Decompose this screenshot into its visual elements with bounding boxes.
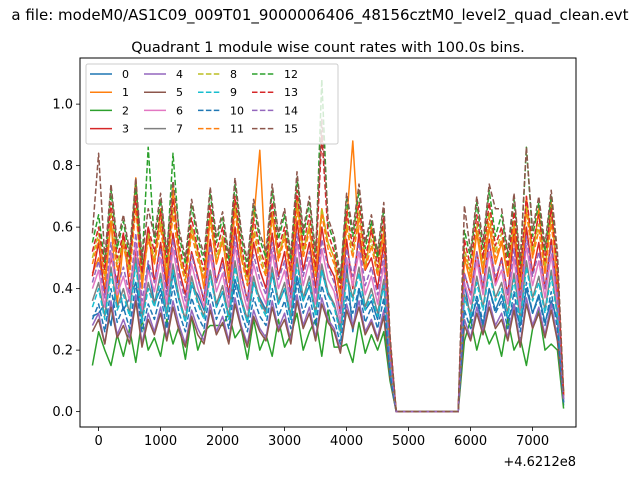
y-tick-label: 1.0: [52, 98, 73, 113]
y-tick-label: 0.6: [52, 221, 73, 236]
legend-label-8: 8: [230, 68, 237, 81]
x-tick-label: 4000: [330, 434, 363, 449]
series-layer: [91, 78, 565, 413]
legend-label-15: 15: [284, 123, 298, 136]
series-line-13: [91, 134, 565, 413]
x-offset-label: +4.6212e8: [503, 455, 576, 470]
legend-label-9: 9: [230, 86, 237, 99]
x-tick-label: 5000: [392, 434, 425, 449]
legend-label-12: 12: [284, 68, 298, 81]
series-line-2: [91, 309, 565, 413]
x-tick-label: 6000: [454, 434, 487, 449]
legend-label-1: 1: [122, 86, 129, 99]
chart-title: Quadrant 1 module wise count rates with …: [131, 40, 525, 56]
x-tick-label: 7000: [516, 434, 549, 449]
y-tick-label: 0.4: [52, 282, 73, 297]
legend-label-3: 3: [122, 123, 129, 136]
x-tick-label: 1000: [144, 434, 177, 449]
series-line-9: [91, 263, 565, 413]
legend-label-2: 2: [122, 104, 129, 117]
axes-ticks: 0 1000 2000 3000 4000 5000 6000 7000 0.0 0.2 0.4 0.…: [52, 98, 549, 449]
series-line-15: [91, 118, 565, 413]
x-tick-label: 0: [94, 434, 102, 449]
chart-suptitle: a file: modeM0/AS1C09_009T01_9000006406_…: [11, 6, 628, 25]
legend-label-14: 14: [284, 104, 298, 117]
y-tick-label: 0.0: [52, 405, 73, 420]
legend-label-6: 6: [176, 104, 183, 117]
series-line-5: [91, 300, 565, 413]
legend-label-7: 7: [176, 123, 183, 136]
plot-frame: [79, 57, 577, 428]
series-line-10: [91, 281, 565, 413]
x-tick-label: 3000: [268, 434, 301, 449]
y-tick-label: 0.8: [52, 159, 73, 174]
legend-label-4: 4: [176, 68, 183, 81]
legend-label-10: 10: [230, 104, 244, 117]
y-tick-label: 0.2: [52, 344, 73, 359]
legend-label-11: 11: [230, 123, 244, 136]
legend-label-13: 13: [284, 86, 298, 99]
legend-box: [85, 63, 339, 145]
series-line-4: [91, 294, 565, 413]
legend-label-0: 0: [122, 68, 129, 81]
series-line-14: [91, 232, 565, 413]
series-line-6: [91, 241, 565, 413]
x-tick-label: 2000: [206, 434, 239, 449]
legend-label-5: 5: [176, 86, 183, 99]
series-line-11: [91, 207, 565, 413]
